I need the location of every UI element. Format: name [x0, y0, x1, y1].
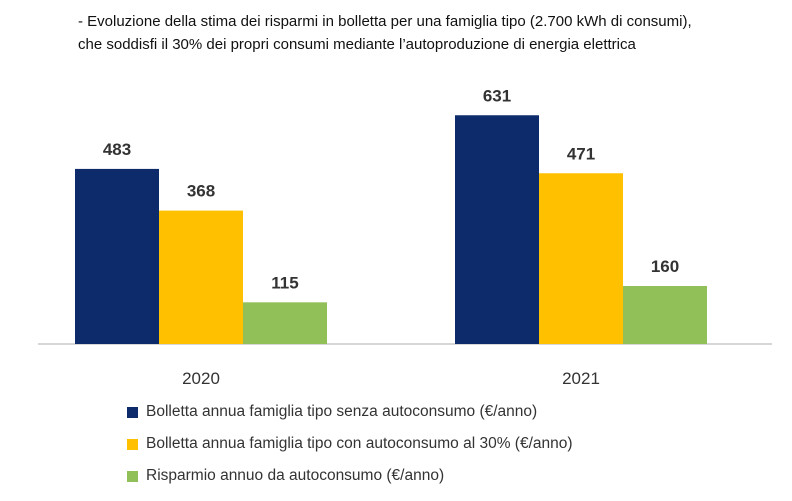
bar-2020-series-1	[75, 168, 159, 344]
legend-swatch-navy	[127, 406, 138, 418]
bar-2021-series-3	[623, 286, 707, 344]
chart-title-line-2: che soddisfi il 30% dei propri consumi m…	[78, 36, 636, 53]
bar-2021-series-1	[455, 115, 539, 344]
x-tick-label-2021: 2021	[562, 369, 600, 388]
bar-2021-series-2	[539, 173, 623, 344]
x-tick-label-2020: 2020	[182, 369, 220, 388]
legend-item-senza-autoconsumo: Bolletta annua famiglia tipo senza autoc…	[127, 396, 573, 428]
chart-title: - Evoluzione della stima dei risparmi in…	[78, 10, 778, 56]
data-label-2020-series-3: 115	[271, 273, 298, 292]
legend-swatch-yellow	[127, 438, 138, 450]
chart-legend: Bolletta annua famiglia tipo senza autoc…	[127, 396, 573, 492]
legend-label: Bolletta annua famiglia tipo senza autoc…	[146, 403, 538, 420]
legend-label: Bolletta annua famiglia tipo con autocon…	[146, 435, 573, 452]
legend-item-risparmio: Risparmio annuo da autoconsumo (€/anno)	[127, 460, 573, 492]
bar-2020-series-3	[243, 302, 327, 344]
legend-label: Risparmio annuo da autoconsumo (€/anno)	[146, 467, 445, 484]
data-label-2020-series-1: 483	[103, 140, 131, 159]
data-label-2020-series-2: 368	[187, 182, 215, 201]
data-label-2021-series-3: 160	[651, 257, 679, 276]
legend-item-con-autoconsumo: Bolletta annua famiglia tipo con autocon…	[127, 428, 573, 460]
bar-2020-series-2	[159, 210, 243, 344]
chart-title-line-1: - Evoluzione della stima dei risparmi in…	[78, 13, 692, 30]
legend-swatch-green	[127, 470, 138, 482]
data-label-2021-series-1: 631	[483, 86, 511, 105]
data-label-2021-series-2: 471	[567, 144, 595, 163]
bar-chart: 483 368 115 2020 631 471 160 2021	[38, 86, 772, 388]
